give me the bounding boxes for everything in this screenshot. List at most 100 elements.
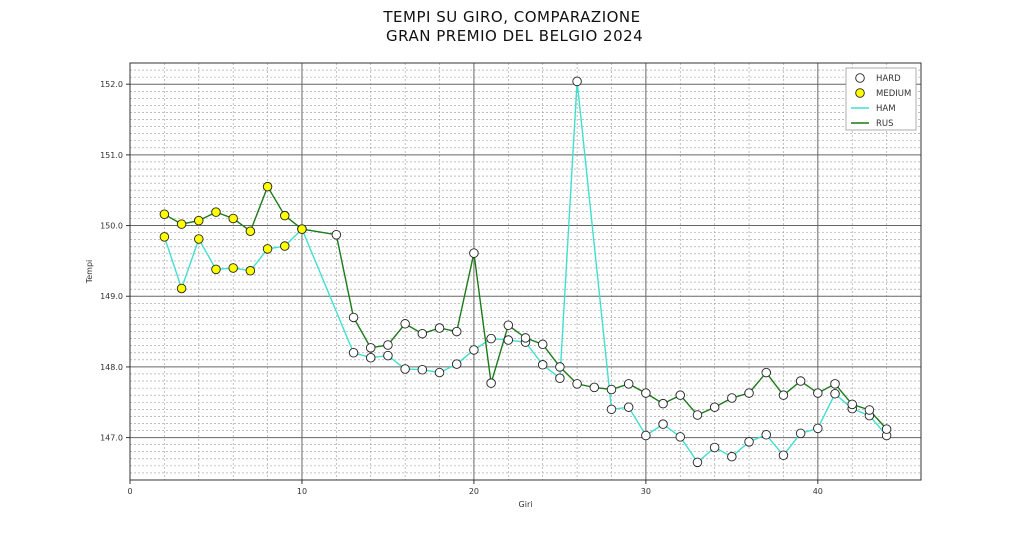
x-tick-label: 40 [813,487,823,496]
legend-marker [855,73,865,83]
y-tick-label: 151.0 [100,151,123,160]
data-point-rus [658,398,668,409]
chart-title-line2: GRAN PREMIO DEL BELGIO 2024 [380,27,644,45]
data-point-ham [211,264,221,275]
data-point-rus [795,376,806,386]
data-point-rus [744,388,754,398]
data-point-rus [537,339,548,350]
data-point-rus [778,390,789,400]
data-point-ham [537,360,548,370]
x-tick-label: 0 [127,487,132,496]
data-point-rus [864,405,875,415]
x-tick-label: 20 [469,487,479,496]
data-point-rus [623,379,634,389]
y-axis-label: Tempi [85,260,94,285]
data-point-ham [245,266,256,276]
data-point-ham [228,263,238,273]
series-lines [163,81,888,464]
data-point-ham [280,241,290,251]
data-point-ham [675,432,686,442]
data-point-rus [176,219,187,229]
data-point-ham [623,402,634,412]
data-point-ham [555,373,565,383]
data-point-rus [400,319,410,329]
data-point-rus [572,379,582,389]
data-point-ham [194,234,204,244]
data-point-ham [778,450,789,461]
data-point-ham [400,364,410,374]
series-line-rus [164,185,888,430]
x-axis-label: Giri [519,500,533,509]
x-tick-label: 10 [297,487,307,496]
data-point-rus [434,323,445,333]
data-point-ham [417,364,428,375]
plot-frame [129,62,922,481]
y-tick-label: 148.0 [100,363,123,372]
data-point-rus [469,248,479,258]
data-point-rus [228,213,238,224]
data-point-ham [830,389,840,399]
data-point-rus [641,388,651,398]
data-point-ham [365,352,376,363]
data-point-rus [589,382,600,393]
data-point-rus [383,340,393,350]
data-point-ham [813,423,823,434]
data-point-ham [761,430,771,440]
data-point-rus [830,379,840,389]
data-point-rus [709,402,720,412]
data-point-rus [727,393,737,403]
data-point-ham [727,451,737,462]
y-tick-label: 149.0 [100,292,123,301]
data-point-rus [813,388,823,398]
data-point-rus [486,378,496,388]
series-points [159,76,892,468]
series-line-ham [163,81,888,464]
data-point-ham [348,348,359,358]
axis-ticks: 0 10 20 30 40 147.0 148.0 149.0 150.0 151.0 152.0 [100,80,823,496]
data-point-rus [417,328,428,339]
data-point-rus [881,424,892,434]
data-point-rus [194,215,204,226]
legend: HARD MEDIUM HAM RUS [845,67,917,131]
data-point-rus [520,333,531,343]
data-point-rus [211,207,221,217]
grid [130,62,921,481]
data-point-rus [451,326,462,337]
data-point-ham [486,333,496,344]
data-point-rus [331,229,342,240]
data-point-rus [280,210,290,221]
data-point-rus [245,226,256,236]
chart-title-line1: TEMPI SU GIRO, COMPARAZIONE [383,8,641,26]
data-point-ham [503,335,514,345]
legend-label: HAM [876,104,896,114]
data-point-ham [709,442,720,453]
data-point-ham [641,430,651,441]
chart-title: TEMPI SU GIRO, COMPARAZIONE GRAN PREMIO … [0,8,1024,46]
data-point-rus [606,384,617,395]
data-point-ham [572,76,582,87]
data-point-ham [692,457,703,468]
data-point-ham [383,350,393,361]
legend-label: HARD [876,74,901,84]
data-point-ham [795,428,806,439]
data-point-ham [744,437,754,447]
data-point-rus [348,312,359,323]
x-tick-label: 30 [641,487,651,496]
data-point-rus [297,224,307,234]
data-point-rus [692,410,703,420]
data-point-rus [262,181,273,192]
data-point-rus [503,320,514,330]
y-tick-label: 150.0 [100,222,123,231]
legend-label: MEDIUM [876,89,911,99]
legend-marker [855,88,865,98]
data-point-ham [451,359,462,369]
legend-label: RUS [876,119,894,129]
data-point-rus [675,390,686,400]
data-point-ham [606,404,617,415]
data-point-rus [761,367,771,378]
y-tick-label: 152.0 [100,80,123,89]
data-point-rus [555,362,565,372]
y-tick-label: 147.0 [100,434,123,443]
data-point-ham [658,419,668,429]
